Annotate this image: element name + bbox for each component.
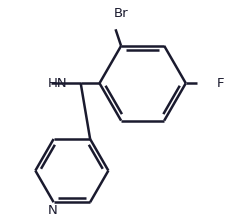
Text: HN: HN [48,77,67,90]
Text: Br: Br [113,7,128,20]
Text: N: N [48,204,58,217]
Text: F: F [216,77,223,90]
